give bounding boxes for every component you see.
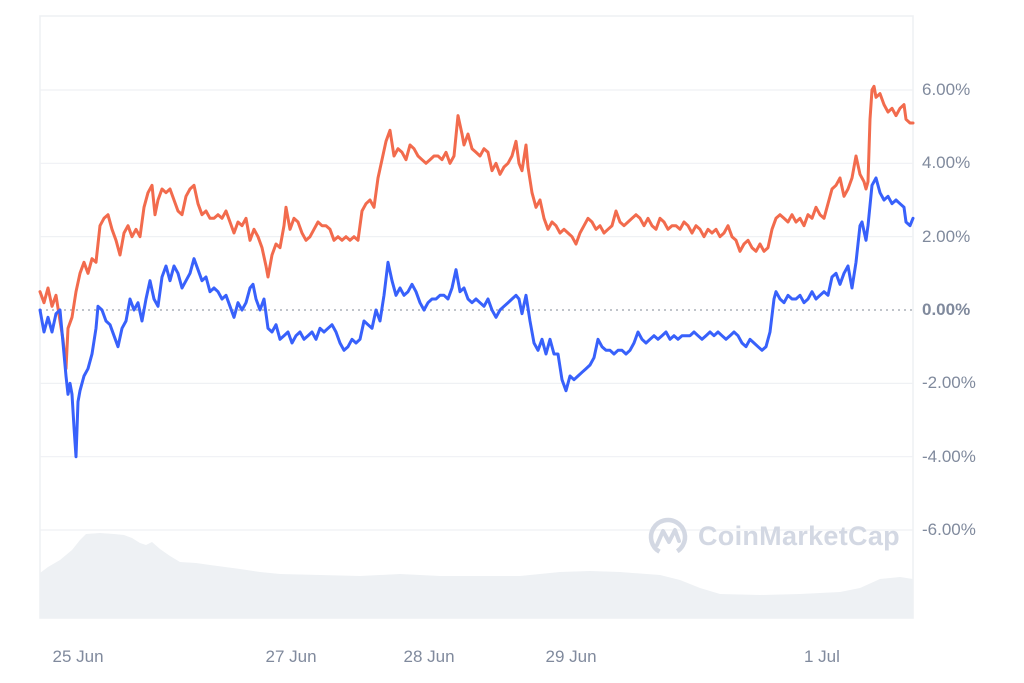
x-tick-label: 28 Jun [403,647,455,666]
watermark-text: CoinMarketCap [698,521,900,551]
y-tick-label: 0.00% [922,300,971,319]
volume-area [40,533,913,618]
watermark: CoinMarketCap [698,521,900,552]
blue-series-line [38,176,915,459]
x-tick-label: 25 Jun [52,647,104,666]
x-tick-label: 27 Jun [265,647,317,666]
orange-series-line [38,84,915,371]
gridlines [40,89,913,531]
x-tick-label: 1 Jul [804,647,840,666]
y-tick-label: 4.00% [922,153,971,173]
x-tick-label: 29 Jun [545,647,597,666]
coinmarketcap-logo-icon [648,517,688,557]
y-tick-label: 6.00% [922,79,971,99]
y-tick-label: 2.00% [922,226,971,246]
y-tick-label: -2.00% [922,373,976,393]
y-tick-label: -4.00% [922,446,976,466]
y-tick-label: -6.00% [922,520,976,540]
